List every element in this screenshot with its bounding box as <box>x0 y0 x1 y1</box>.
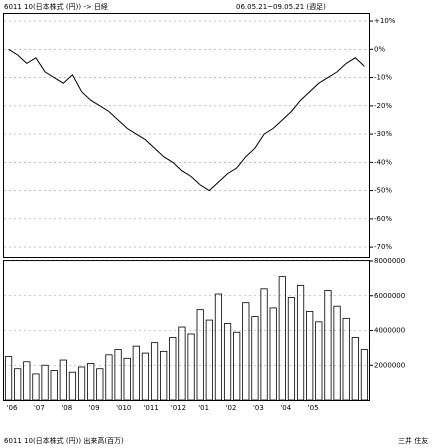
volume-bar <box>41 364 49 401</box>
x-tick-label: '08 <box>61 404 72 412</box>
volume-bar <box>23 361 31 401</box>
volume-bar <box>269 307 277 401</box>
volume-bar <box>333 305 341 401</box>
x-tick-label: '05 <box>308 404 319 412</box>
x-tick-label: '07 <box>34 404 45 412</box>
y-tick-label: 6000000 <box>374 292 405 300</box>
y-tick-label: -30% <box>374 130 392 138</box>
volume-bar <box>14 368 22 401</box>
y-tick-label: -20% <box>374 102 392 110</box>
x-tick-label: '012 <box>171 404 186 412</box>
x-tick-label: '09 <box>89 404 100 412</box>
y-tick-label: -50% <box>374 187 392 195</box>
volume-bar <box>351 337 359 401</box>
x-tick-label: '03 <box>253 404 264 412</box>
x-tick-label: '06 <box>7 404 18 412</box>
volume-bar <box>77 366 86 401</box>
volume-bar <box>223 323 232 401</box>
volume-bar <box>242 302 250 401</box>
y-tick-label: -60% <box>374 215 392 223</box>
header-right: 06.05.21~09.05.21 (週足) <box>236 2 326 11</box>
volume-bar <box>150 342 159 401</box>
volume-bar <box>205 319 213 401</box>
volume-bar <box>87 363 95 401</box>
y-tick-label: -40% <box>374 158 392 166</box>
volume-bar <box>96 368 104 401</box>
y-tick-label: 8000000 <box>374 257 405 265</box>
x-tick-label: '04 <box>280 404 291 412</box>
volume-bar <box>32 373 40 401</box>
volume-bar <box>178 326 186 401</box>
volume-bar <box>278 276 286 401</box>
footer-left: 6011 10(日本株式 (円)) 出来高(百万) <box>4 436 124 445</box>
price-panel <box>3 13 370 258</box>
y-tick-label: 4000000 <box>374 327 405 335</box>
y-tick-label: -10% <box>374 74 392 82</box>
volume-bar <box>342 317 350 401</box>
volume-bar <box>105 354 113 401</box>
volume-bar <box>169 337 177 401</box>
x-tick-label: '01 <box>198 404 209 412</box>
volume-bar <box>114 349 122 401</box>
volume-bar <box>4 356 13 401</box>
volume-bar <box>196 309 204 401</box>
y-tick-label: +10% <box>374 17 396 25</box>
volume-bar <box>287 297 296 401</box>
volume-bar <box>306 310 314 401</box>
volume-bar <box>233 331 241 401</box>
header-left: 6011 10(日本株式 (円)) -> 日経 <box>4 2 108 11</box>
volume-bar <box>315 321 323 401</box>
x-tick-label: '02 <box>226 404 237 412</box>
volume-bar <box>324 290 332 401</box>
volume-bar <box>59 359 67 401</box>
y-tick-label: -70% <box>374 243 392 251</box>
volume-bar <box>160 350 168 401</box>
volume-bar <box>68 371 77 401</box>
volume-bar <box>296 284 305 401</box>
volume-bar <box>360 349 369 401</box>
x-tick-label: '010 <box>116 404 131 412</box>
x-tick-label: '011 <box>143 404 158 412</box>
volume-bar <box>214 293 223 401</box>
volume-bar <box>50 370 58 401</box>
volume-bar <box>260 288 268 401</box>
volume-bar <box>187 333 195 401</box>
volume-bar <box>141 352 150 401</box>
volume-bar <box>251 316 259 401</box>
price-line <box>8 48 365 192</box>
footer-right: 三井 住友 <box>398 436 428 445</box>
y-tick-label: 0% <box>374 45 385 53</box>
y-tick-label: 2000000 <box>374 361 405 369</box>
volume-bar <box>132 345 140 401</box>
volume-bar <box>123 357 131 401</box>
